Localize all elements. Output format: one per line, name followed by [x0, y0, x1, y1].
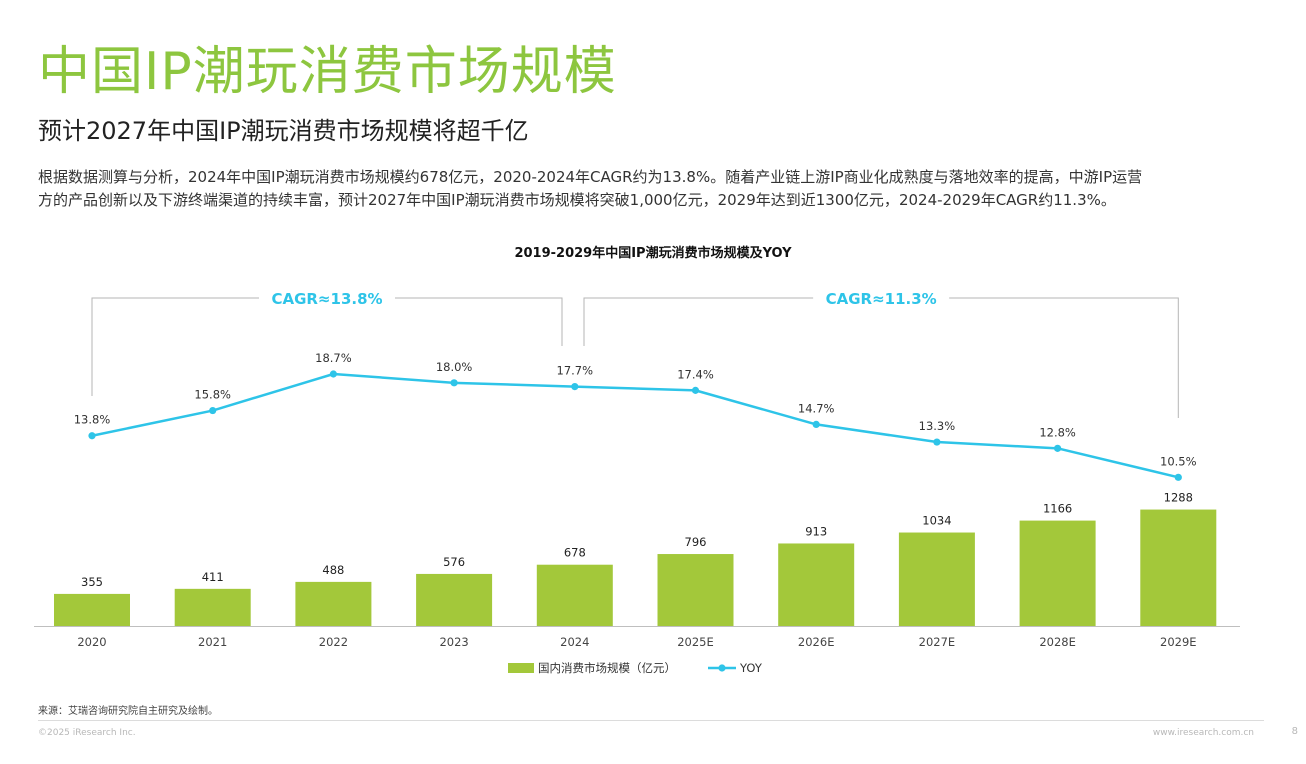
- bar-2020: [54, 593, 130, 626]
- x-tick-2028E: 2028E: [1039, 635, 1076, 649]
- x-tick-2021: 2021: [198, 635, 227, 649]
- x-tick-2023: 2023: [439, 635, 468, 649]
- website-link[interactable]: www.iresearch.com.cn: [1152, 728, 1254, 738]
- bar-label-2028E: 1166: [1043, 502, 1072, 516]
- yoy-label-2022: 18.7%: [315, 351, 352, 365]
- yoy-point-2023: [450, 379, 458, 387]
- bar-2022: [295, 581, 372, 626]
- yoy-point-2027E: [933, 438, 941, 446]
- bar-data-labels: 355 411 488 576 678 796 913 1034 1166 1288: [81, 491, 1193, 589]
- legend: 国内消费市场规模（亿元） YOY: [508, 661, 763, 675]
- source-note: 来源：艾瑞咨询研究院自主研究及绘制。: [38, 706, 218, 717]
- legend-bar-swatch: [508, 663, 534, 673]
- cagr-bracket-left-2: [583, 297, 814, 346]
- yoy-label-2020: 13.8%: [74, 413, 111, 427]
- bar-label-2029E: 1288: [1164, 491, 1193, 505]
- bar-series: [54, 509, 1217, 626]
- bar-2024: [536, 564, 613, 626]
- bar-2026E: [778, 543, 855, 626]
- bar-label-2023: 576: [443, 555, 465, 569]
- bar-label-2025E: 796: [685, 535, 707, 549]
- page-number: 8: [1291, 726, 1298, 737]
- bar-2023: [416, 573, 493, 626]
- page-subtitle: 预计2027年中国IP潮玩消费市场规模将超千亿: [38, 117, 529, 145]
- x-tick-2026E: 2026E: [798, 635, 835, 649]
- bar-label-2022: 488: [322, 563, 344, 577]
- legend-bar-label: 国内消费市场规模（亿元）: [538, 661, 676, 675]
- x-tick-labels: 2020 2021 2022 2023 2024 2025E 2026E 2027E 2028E…: [77, 635, 1196, 649]
- market-size-chart: CAGR≈13.8% CAGR≈11.3% 355 411 488 576 678 796 9…: [34, 290, 1240, 675]
- bar-2029E: [1140, 509, 1217, 626]
- yoy-point-2028E: [1054, 444, 1062, 452]
- yoy-label-2028E: 12.8%: [1039, 425, 1076, 439]
- page-title: 中国IP潮玩消费市场规模: [38, 42, 617, 102]
- legend-line-label: YOY: [739, 661, 763, 675]
- x-tick-2024: 2024: [560, 635, 589, 649]
- cagr-bracket-right-2: [949, 297, 1179, 418]
- x-tick-2022: 2022: [319, 635, 348, 649]
- yoy-label-2024: 17.7%: [557, 364, 594, 378]
- yoy-point-2021: [209, 406, 217, 415]
- x-tick-2025E: 2025E: [677, 635, 714, 649]
- description-line-1: 根据数据测算与分析，2024年中国IP潮玩消费市场规模约678亿元，2020-2…: [38, 168, 1143, 186]
- cagr-bracket-left-1: [91, 297, 259, 396]
- yoy-point-2029E: [1174, 473, 1182, 481]
- yoy-label-2023: 18.0%: [436, 360, 473, 374]
- x-tick-2029E: 2029E: [1160, 635, 1197, 649]
- bar-label-2020: 355: [81, 575, 103, 589]
- bar-2021: [174, 588, 251, 626]
- legend-line-marker: [718, 664, 726, 672]
- description: 根据数据测算与分析，2024年中国IP潮玩消费市场规模约678亿元，2020-2…: [38, 166, 1278, 212]
- copyright: ©2025 iResearch Inc.: [38, 728, 136, 738]
- cagr-label-2: CAGR≈11.3%: [826, 290, 937, 308]
- yoy-line-series: 13.8% 15.8% 18.7% 18.0% 17.7% 17.4% 14.7% 13.3%…: [74, 351, 1197, 481]
- yoy-point-2026E: [812, 420, 820, 428]
- yoy-label-2025E: 17.4%: [677, 367, 714, 381]
- yoy-line: [91, 372, 1179, 479]
- bar-label-2024: 678: [564, 546, 586, 560]
- x-tick-2020: 2020: [77, 635, 106, 649]
- footer-divider: [38, 720, 1264, 721]
- yoy-label-2027E: 13.3%: [919, 419, 956, 433]
- yoy-label-2021: 15.8%: [194, 388, 231, 402]
- description-line-2: 方的产品创新以及下游终端渠道的持续丰富，预计2027年中国IP潮玩消费市场规模将…: [38, 191, 1116, 209]
- yoy-point-2020: [88, 432, 96, 440]
- chart-title: 2019-2029年中国IP潮玩消费市场规模及YOY: [514, 246, 792, 261]
- bar-label-2021: 411: [202, 570, 224, 584]
- cagr-label-1: CAGR≈13.8%: [271, 290, 382, 308]
- cagr-annotations: CAGR≈13.8% CAGR≈11.3%: [91, 290, 1179, 418]
- yoy-point-2025E: [691, 386, 700, 394]
- bar-2025E: [657, 554, 734, 626]
- cagr-bracket-right-1: [395, 297, 563, 346]
- yoy-label-2026E: 14.7%: [798, 401, 835, 415]
- bar-2028E: [1019, 520, 1096, 626]
- yoy-label-2029E: 10.5%: [1160, 454, 1197, 468]
- yoy-point-2024: [571, 383, 579, 391]
- yoy-point-2022: [329, 370, 337, 378]
- bar-label-2026E: 913: [805, 524, 827, 538]
- x-tick-2027E: 2027E: [919, 635, 956, 649]
- bar-label-2027E: 1034: [922, 514, 951, 528]
- bar-2027E: [898, 532, 975, 626]
